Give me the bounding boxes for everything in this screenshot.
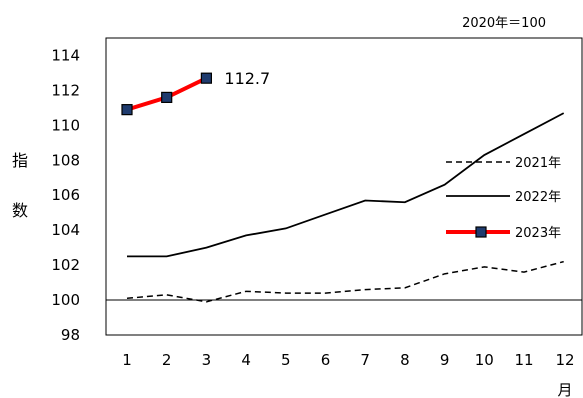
x-unit-label: 月 [557,381,572,398]
y-tick-label: 106 [51,186,80,204]
x-tick-label: 12 [555,351,574,369]
y-axis-label-char: 数 [12,201,28,220]
x-tick-label: 11 [514,351,533,369]
legend-marker [475,226,487,238]
x-tick-label: 7 [360,351,370,369]
y-tick-label: 102 [51,256,80,274]
y-tick-label: 114 [51,46,80,64]
legend-label: 2021年 [515,156,561,171]
x-tick-label: 1 [122,351,132,369]
x-tick-label: 6 [321,351,331,369]
base-note: 2020年＝100 [462,16,546,31]
x-tick-label: 5 [281,351,291,369]
series-group [121,72,565,303]
legend-label: 2022年 [515,190,561,205]
legend: 2021年 2022年 2023年 [446,156,561,241]
x-tick-label: 3 [202,351,212,369]
series-line [127,112,565,258]
y-axis-label: 指数 [12,151,28,220]
y-tick-label: 108 [51,151,80,169]
y-tick-label: 104 [51,221,80,239]
series-line [126,260,564,303]
series-marker [121,104,133,116]
x-tick-label: 8 [400,351,410,369]
x-tick-label: 10 [475,351,494,369]
y-tick-label: 100 [51,291,80,309]
plot-area [105,37,583,336]
x-tick-labels: 1 2 3 4 5 6 7 8 9 10 11 12 [122,351,574,369]
x-tick-label: 4 [241,351,251,369]
x-tick-label: 2 [162,351,172,369]
x-tick-label: 9 [440,351,450,369]
y-tick-label: 98 [61,326,80,344]
series-marker [161,91,173,104]
legend-label: 2023年 [515,226,561,241]
y-tick-label: 112 [51,81,80,99]
series-marker [200,72,212,84]
last-value-annotation: 112.7 [224,69,270,88]
y-axis-label-char: 指 [12,151,28,170]
y-tick-label: 110 [51,116,80,134]
y-tick-labels: 98 100 102 104 106 108 110 112 114 [51,46,80,344]
